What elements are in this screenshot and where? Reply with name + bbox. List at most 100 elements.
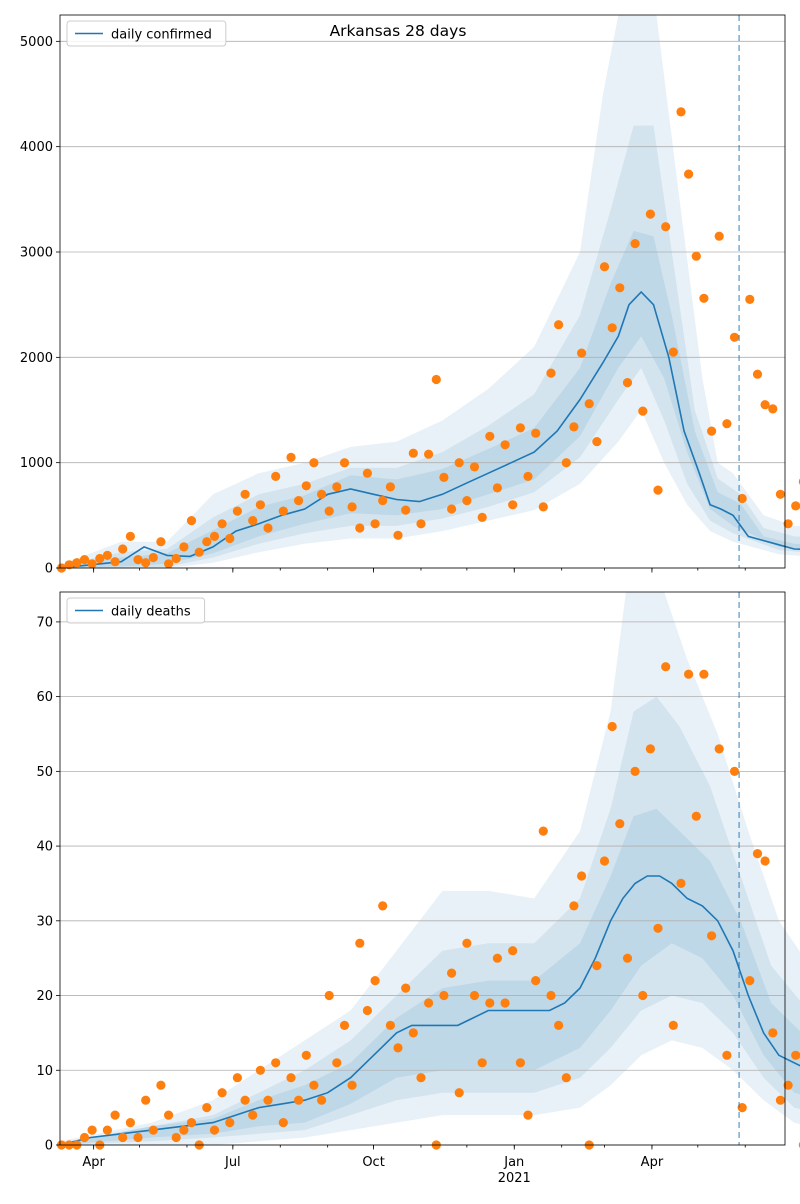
confirmed-observed-point <box>561 458 571 468</box>
deaths-observed-point <box>622 953 633 963</box>
deaths-observed-point <box>133 1132 143 1143</box>
confirmed-observed-point <box>141 558 151 568</box>
deaths-observed-point <box>462 938 472 948</box>
x-tick-label: Apr <box>82 1155 105 1170</box>
deaths-uncertainty-bands <box>60 592 800 1145</box>
confirmed-observed-point <box>752 369 763 379</box>
confirmed-observed-point <box>531 428 541 438</box>
confirmed-observed-point <box>240 489 250 499</box>
confirmed-observed-point <box>416 519 426 529</box>
deaths-y-axis: 0 10 20 30 40 50 60 70 <box>36 615 60 1154</box>
confirmed-observed-point <box>72 558 82 568</box>
confirmed-observed-point <box>745 294 755 304</box>
confirmed-observed-point <box>791 501 800 511</box>
confirmed-observed-point <box>125 531 135 542</box>
deaths-observed-point <box>714 744 724 754</box>
confirmed-observed-point <box>370 519 380 529</box>
confirmed-observed-point <box>447 504 457 514</box>
confirmed-observed-point <box>584 399 594 409</box>
deaths-observed-point <box>324 990 334 1001</box>
deaths-observed-point <box>768 1028 778 1038</box>
deaths-observed-point <box>661 662 671 672</box>
deaths-observed-point <box>370 976 380 986</box>
confirmed-observed-point <box>171 553 181 564</box>
deaths-observed-point <box>538 826 548 836</box>
deaths-observed-point <box>332 1058 342 1068</box>
confirmed-observed-point <box>554 320 564 330</box>
deaths-observed-point <box>255 1065 265 1075</box>
confirmed-observed-point <box>661 222 671 232</box>
deaths-observed-point <box>87 1125 97 1135</box>
deaths-observed-point <box>469 990 480 1001</box>
confirmed-observed-point <box>760 400 770 410</box>
deaths-legend-label: daily deaths <box>111 605 191 620</box>
confirmed-observed-point <box>699 293 709 303</box>
deaths-observed-point <box>317 1095 327 1105</box>
deaths-observed-point <box>477 1058 487 1068</box>
confirmed-observed-point <box>102 550 112 561</box>
deaths-observed-point <box>684 669 694 679</box>
confirmed-observed-point <box>676 107 686 117</box>
confirmed-observed-point <box>477 512 487 523</box>
confirmed-observed-point <box>424 449 434 459</box>
deaths-observed-point <box>607 721 617 732</box>
deaths-observed-point <box>569 901 579 911</box>
deaths-observed-point <box>171 1132 181 1143</box>
confirmed-observed-point <box>722 419 732 429</box>
confirmed-observed-point <box>95 553 105 564</box>
confirmed-observed-point <box>156 537 166 547</box>
confirmed-observed-point <box>737 493 747 504</box>
deaths-observed-point <box>561 1073 571 1083</box>
deaths-observed-point <box>500 998 510 1008</box>
deaths-observed-point <box>745 976 755 986</box>
deaths-observed-point <box>416 1073 426 1083</box>
confirmed-observed-point <box>194 547 204 557</box>
confirmed-observed-point <box>232 506 242 516</box>
confirmed-observed-point <box>599 262 610 272</box>
deaths-observed-point <box>791 1050 800 1060</box>
deaths-observed-point <box>401 983 411 993</box>
deaths-observed-point <box>668 1020 678 1030</box>
deaths-observed-point <box>653 923 663 933</box>
confirmed-observed-point <box>569 422 579 432</box>
x-tick-label: Jul <box>224 1155 241 1170</box>
confirmed-observed-point <box>255 500 265 510</box>
deaths-observed-point <box>339 1020 350 1030</box>
confirmed-y-tick-label: 3000 <box>20 246 53 261</box>
confirmed-observed-points <box>56 107 800 573</box>
deaths-observed-point <box>737 1103 747 1113</box>
deaths-y-tick-label: 20 <box>36 989 53 1004</box>
confirmed-uncertainty-bands <box>60 15 800 568</box>
confirmed-observed-point <box>355 523 365 533</box>
confirmed-observed-point <box>768 404 778 414</box>
confirmed-observed-point <box>87 559 97 569</box>
confirmed-observed-point <box>615 283 625 293</box>
confirmed-observed-point <box>339 458 350 468</box>
confirmed-observed-point <box>79 555 90 565</box>
deaths-observed-point <box>141 1095 151 1105</box>
deaths-band-1 <box>60 696 800 1145</box>
confirmed-observed-point <box>638 406 648 416</box>
deaths-observed-point <box>294 1095 304 1105</box>
deaths-legend-box <box>66 597 206 624</box>
confirmed-observed-point <box>546 368 556 378</box>
deaths-observed-point <box>125 1118 135 1128</box>
deaths-observed-point <box>630 766 640 777</box>
deaths-observed-point <box>592 961 602 971</box>
confirmed-observed-point <box>515 423 526 433</box>
deaths-observed-point <box>286 1073 296 1083</box>
confirmed-observed-point <box>317 489 327 499</box>
deaths-observed-point <box>110 1110 120 1120</box>
confirmed-observed-point <box>492 483 502 493</box>
deaths-observed-point <box>775 1095 786 1105</box>
confirmed-y-tick-label: 0 <box>45 562 53 577</box>
confirmed-observed-point <box>684 169 694 179</box>
deaths-observed-point <box>546 990 556 1001</box>
confirmed-legend: daily confirmed <box>66 20 227 47</box>
confirmed-y-tick-label: 5000 <box>20 35 53 50</box>
deaths-observed-point <box>523 1110 533 1120</box>
x-tick-label: Apr <box>641 1155 664 1170</box>
confirmed-legend-label: daily confirmed <box>111 28 212 43</box>
deaths-observed-point <box>347 1080 357 1090</box>
